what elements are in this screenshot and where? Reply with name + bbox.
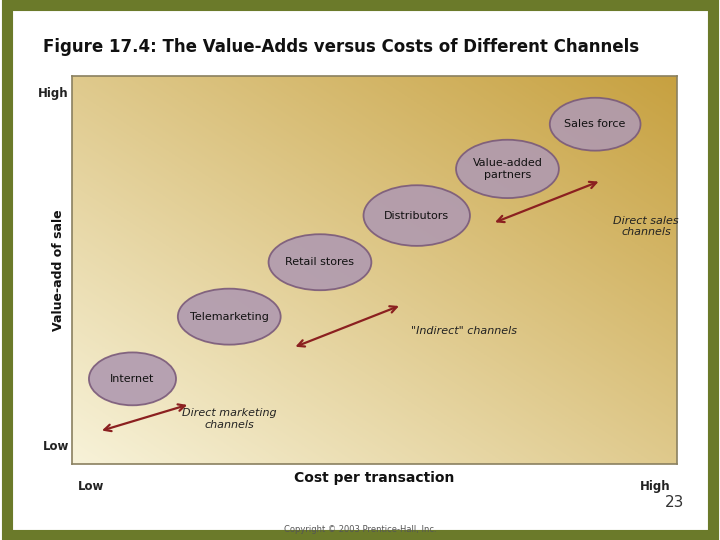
FancyArrowPatch shape — [498, 182, 596, 222]
Text: Sales force: Sales force — [564, 119, 626, 129]
Ellipse shape — [550, 98, 641, 151]
X-axis label: Cost per transaction: Cost per transaction — [294, 471, 454, 485]
Text: High: High — [38, 87, 69, 100]
Text: Copyright © 2003 Prentice-Hall, Inc.: Copyright © 2003 Prentice-Hall, Inc. — [284, 524, 436, 534]
Ellipse shape — [269, 234, 372, 290]
Text: High: High — [640, 480, 671, 493]
FancyArrowPatch shape — [104, 404, 185, 431]
Text: Distributors: Distributors — [384, 211, 449, 220]
Ellipse shape — [364, 185, 470, 246]
Text: Value-added
partners: Value-added partners — [472, 158, 542, 180]
Text: Direct sales
channels: Direct sales channels — [613, 215, 679, 237]
Text: Direct marketing
channels: Direct marketing channels — [182, 408, 276, 430]
Text: Low: Low — [42, 440, 69, 453]
Text: Internet: Internet — [110, 374, 155, 384]
Ellipse shape — [456, 140, 559, 198]
Y-axis label: Value-add of sale: Value-add of sale — [52, 209, 65, 331]
Ellipse shape — [178, 289, 281, 345]
Text: Low: Low — [78, 480, 104, 493]
Text: 23: 23 — [665, 495, 684, 510]
Ellipse shape — [89, 353, 176, 406]
FancyArrowPatch shape — [297, 306, 397, 347]
Text: "Indirect" channels: "Indirect" channels — [410, 326, 517, 336]
Text: Retail stores: Retail stores — [285, 257, 354, 267]
Text: Telemarketing: Telemarketing — [190, 312, 269, 322]
Text: Figure 17.4: The Value-Adds versus Costs of Different Channels: Figure 17.4: The Value-Adds versus Costs… — [43, 38, 639, 56]
